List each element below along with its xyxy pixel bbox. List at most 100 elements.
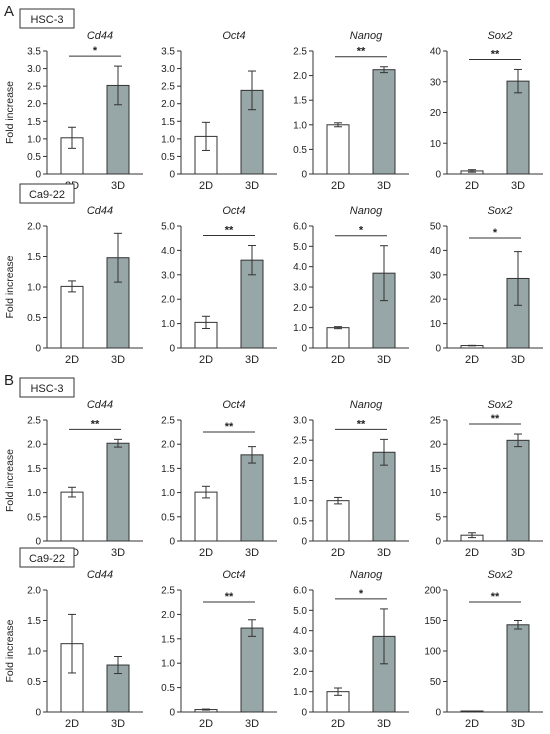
y-tick-label: 10 [430,488,442,499]
bar-2d [60,491,84,542]
y-tick-label: 1.0 [27,488,41,499]
y-tick-label: 2.0 [161,610,175,621]
category-label-2d: 2D [199,354,213,366]
y-tick-label: 0 [301,170,307,181]
y-tick-label: 2.0 [293,667,307,678]
gene-title: Sox2 [487,399,512,411]
bar-3d [240,627,264,713]
y-tick-label: 0 [169,170,175,181]
category-label-3d: 3D [511,354,525,366]
y-axis-title: Fold increase [4,81,16,144]
cell-line-label: Ca9-22 [29,189,65,201]
gene-title: Nanog [350,569,383,581]
y-tick-label: 4.0 [293,262,307,273]
y-tick-label: 2.5 [27,82,41,93]
cell-line-box [19,377,75,398]
y-tick-label: 5.0 [161,222,175,233]
bar-3d [506,80,530,175]
significance-label: * [359,225,364,237]
y-tick-label: 10 [430,319,442,330]
y-tick-label: 3.5 [27,47,41,58]
significance-label: ** [225,591,234,603]
y-tick-label: 1.0 [27,647,41,658]
y-tick-label: 2.0 [27,222,41,233]
gene-title: Cd44 [87,569,113,581]
y-tick-label: 2.5 [161,586,175,597]
y-tick-label: 1.0 [293,496,307,507]
cell-line-label: Ca9-22 [29,553,65,565]
significance-label: * [493,227,498,239]
y-tick-label: 200 [424,586,441,597]
y-tick-label: 0 [35,344,41,355]
cell-line-box [19,183,75,204]
gene-title: Cd44 [87,205,113,217]
category-label-2d: 2D [199,180,213,192]
y-tick-label: 0.5 [161,683,175,694]
y-tick-label: 5.0 [293,242,307,253]
category-label-3d: 3D [245,354,259,366]
y-tick-label: 1.0 [293,687,307,698]
y-axis-title: Fold increase [4,449,16,512]
gene-title: Nanog [350,399,383,411]
category-label-3d: 3D [377,547,391,559]
y-tick-label: 2.5 [27,416,41,427]
chart-b-hsc-3-oct4: Oct4 0 0.5 1.0 1.5 2.0 2.5 2D 3D ** [161,399,277,559]
bar-2d [326,327,350,349]
chart-a-ca9-22-cd44: Ca9-22 Cd44 0 0.5 1.0 1.5 2.0 Fold increase 2D 3D [4,183,143,366]
cell-line-label: HSC-3 [30,383,63,395]
y-tick-label: 1.5 [293,476,307,487]
chart-b-hsc-3-nanog: Nanog 0 0.5 1.0 1.5 2.0 2.5 3.0 2D 3D ** [293,399,409,559]
category-label-3d: 3D [245,180,259,192]
significance-label: ** [357,46,366,58]
bar-2d [194,491,218,542]
y-axis-title: Fold increase [4,619,16,682]
category-label-3d: 3D [111,547,125,559]
y-tick-label: 20 [430,295,442,306]
gene-title: Cd44 [87,30,113,42]
category-label-2d: 2D [199,718,213,729]
category-label-2d: 2D [331,547,345,559]
y-tick-label: 0.5 [293,516,307,527]
y-tick-label: 0 [301,708,307,719]
y-tick-label: 1.5 [27,464,41,475]
y-tick-label: 0.5 [161,152,175,163]
y-tick-label: 1.5 [27,252,41,263]
y-tick-label: 2.0 [161,99,175,110]
category-label-3d: 3D [111,354,125,366]
y-tick-label: 2.5 [161,82,175,93]
y-tick-label: 3.0 [293,416,307,427]
y-tick-label: 2.0 [293,71,307,82]
y-tick-label: 40 [430,47,442,58]
significance-label: ** [225,421,234,433]
y-tick-label: 0 [169,344,175,355]
chart-b-ca9-22-cd44: Ca9-22 Cd44 0 0.5 1.0 1.5 2.0 Fold increase 2D 3D [4,547,143,730]
cell-line-label: HSC-3 [30,14,63,26]
y-tick-label: 0.5 [27,313,41,324]
panel-letter-b: B [4,372,14,389]
gene-title: Oct4 [222,30,245,42]
chart-b-hsc-3-sox2: Sox2 0 5 10 15 20 25 2D 3D ** [430,399,543,559]
chart-a-hsc-3-cd44: HSC-3 Cd44 0 0.5 1.0 1.5 2.0 2.5 3.0 3.5 Fold incr… [4,8,143,192]
significance-label: * [359,588,364,600]
y-tick-label: 1.0 [293,120,307,131]
y-tick-label: 1.0 [161,319,175,330]
y-tick-label: 0 [169,537,175,548]
y-tick-label: 6.0 [293,222,307,233]
y-tick-label: 2.0 [293,456,307,467]
y-tick-label: 1.5 [27,117,41,128]
y-tick-label: 0.5 [293,145,307,156]
y-tick-label: 2.0 [161,440,175,451]
gene-title: Nanog [350,205,383,217]
category-label-2d: 2D [199,547,213,559]
category-label-2d: 2D [465,354,479,366]
y-tick-label: 15 [430,464,442,475]
category-label-2d: 2D [465,547,479,559]
cell-line-box [19,547,75,568]
category-label-3d: 3D [111,180,125,192]
y-tick-label: 1.5 [161,464,175,475]
gene-title: Nanog [350,30,383,42]
y-tick-label: 5.0 [293,606,307,617]
chart-a-hsc-3-oct4: Oct4 0 0.5 1.0 1.5 2.0 2.5 3.0 3.5 2D 3D [161,30,277,192]
